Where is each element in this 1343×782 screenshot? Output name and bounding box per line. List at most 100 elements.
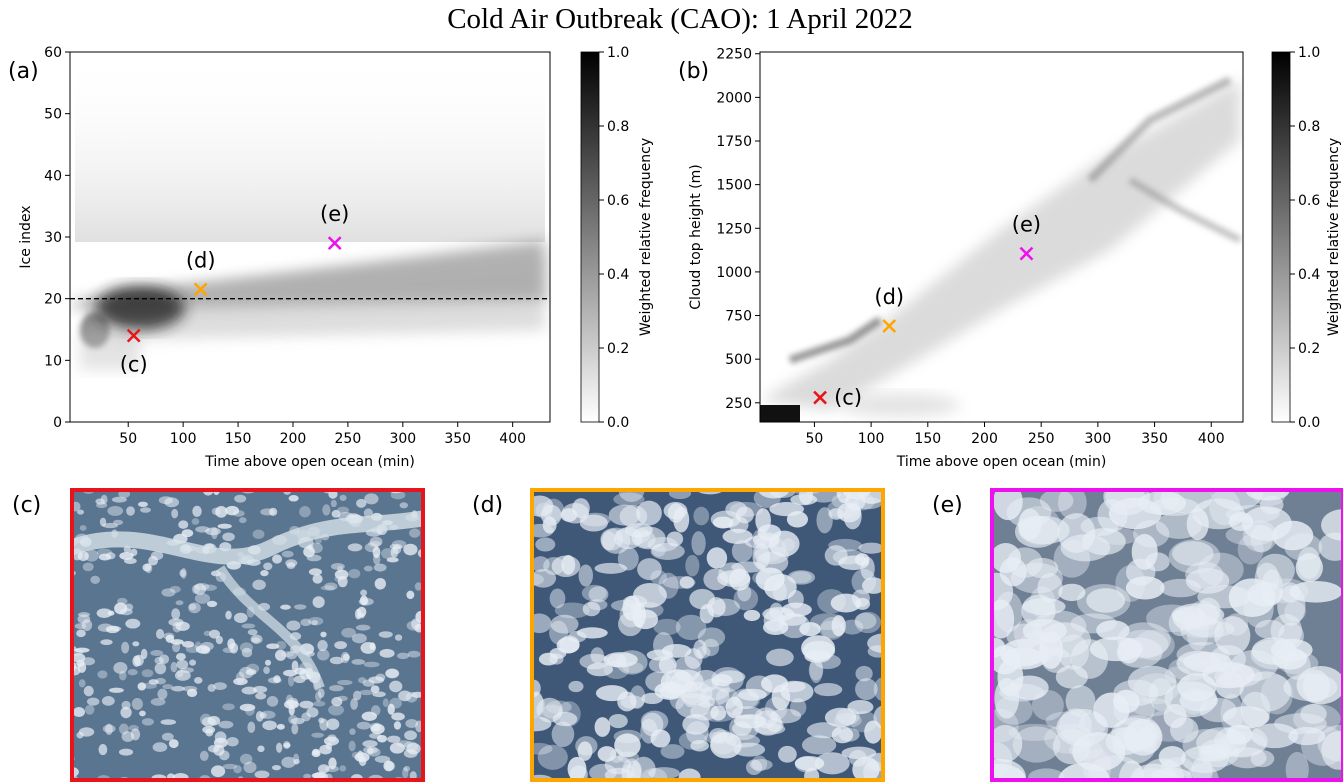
cloud [351,633,367,644]
cloud [259,712,267,719]
cloud [353,690,362,701]
cloud [650,570,667,585]
cloud [854,612,877,630]
cloud [404,730,417,741]
cloud [308,568,322,576]
colorbar-tick-label: 0.6 [1298,193,1320,209]
colorbar-label: Weighted relative frequency [638,138,654,336]
cloud [1176,641,1230,668]
cloud [850,710,878,733]
cloud [744,535,780,549]
cloud [1202,661,1255,689]
cloud [293,758,300,765]
y-tick-label: 20 [44,292,62,308]
cloud [118,723,129,735]
cloud [262,720,277,731]
cloud [288,495,299,502]
cloud [530,523,554,538]
cloud [176,659,189,670]
cloud [217,523,232,529]
cloud [769,502,805,517]
cloud [1006,623,1044,649]
cloud [382,698,389,707]
marker-label: (c) [834,386,862,410]
cloud [121,641,130,654]
x-tick-label: 50 [806,431,824,447]
marker [327,236,342,251]
cloud [990,758,1026,782]
cloud [154,662,167,675]
cloud [84,704,95,715]
photo-border [990,488,1343,782]
y-tick-label: 1500 [716,178,752,194]
cloud [311,772,327,779]
cloud [1209,488,1241,526]
cloud [319,718,329,731]
colorbar-tick-label: 0.0 [1298,415,1320,431]
cloud [286,620,301,631]
cloud [729,501,763,517]
cloud [361,711,378,721]
cloud [617,546,639,571]
cloud [207,684,216,692]
cloud [359,689,374,696]
cloud [175,600,184,606]
cloud [706,547,728,569]
cloud [366,747,374,755]
cloud [858,542,885,554]
cloud [1060,534,1111,562]
cloud [180,667,194,673]
cloud [685,554,700,577]
cloud [801,735,837,755]
cloud [582,601,601,617]
cloud [114,602,128,615]
cloud [753,545,790,565]
cloud [712,516,734,529]
cloud [689,588,716,610]
cloud [1096,620,1130,641]
marker [1019,246,1034,261]
cloud [350,698,358,710]
heatmap-a [75,52,545,370]
cloud [1018,515,1070,545]
cloud [867,645,885,658]
cloud [1237,534,1264,565]
photo [70,488,425,782]
cloud [213,744,225,756]
cloud [264,659,272,666]
cloud [549,653,564,665]
cloud [351,658,365,665]
cloud [257,745,265,753]
cloud [1153,488,1181,511]
cloud [836,707,860,725]
cloud [990,708,1019,743]
cloud [313,700,326,707]
cloud [398,690,412,702]
cloud [286,651,298,660]
cloud [1038,622,1091,658]
cloud [1056,708,1109,747]
cloud [622,661,644,674]
cloud [849,749,867,767]
cloud [128,724,139,732]
cloud [363,508,373,518]
cloud [841,619,864,635]
cloud [1250,750,1275,768]
cloud [762,607,795,622]
photo-label: (c) [12,493,41,518]
x-axis-label: Time above open ocean (min) [896,454,1107,470]
colorbar-tick-label: 0.4 [1298,267,1320,283]
sea-ice [70,510,425,565]
cloud [239,517,247,524]
cloud [113,662,128,674]
cloud [1114,715,1161,753]
cloud [201,584,217,591]
cloud [140,507,151,513]
plot-frame [759,51,1244,423]
cloud [142,563,152,572]
cloud [312,596,325,608]
colorbar-tick-label: 0.0 [607,415,629,431]
cloud [266,696,279,707]
cloud [139,710,146,717]
cloud [814,752,850,775]
